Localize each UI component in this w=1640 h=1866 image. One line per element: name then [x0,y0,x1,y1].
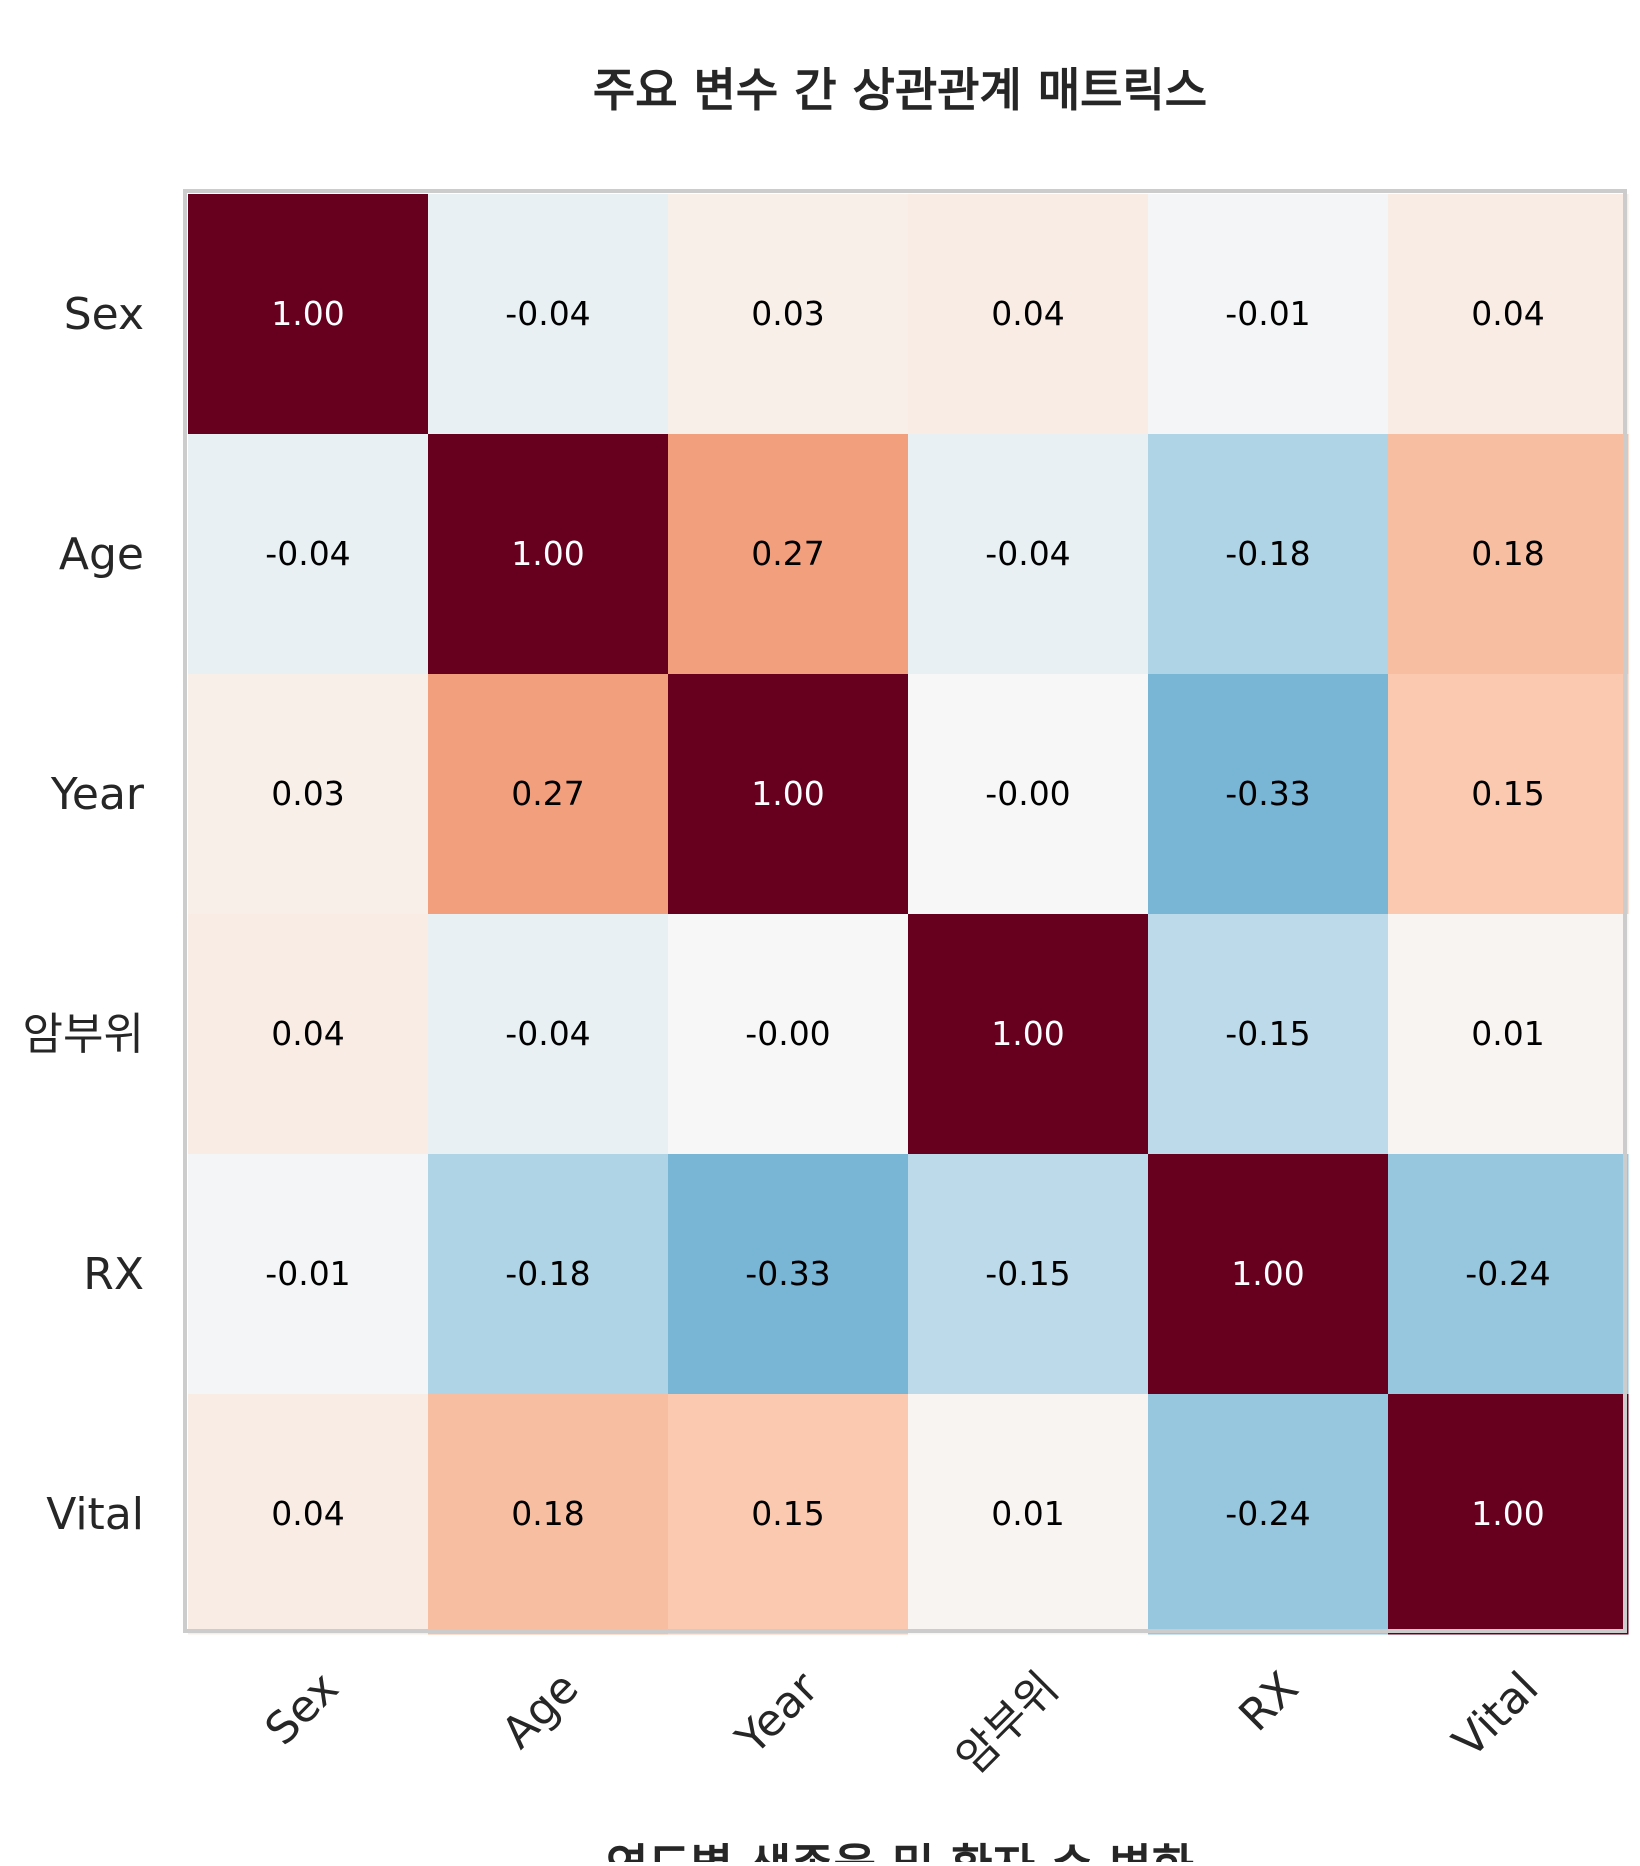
heatmap-cell-Year-Vital [1388,674,1629,915]
x-tick-label: Year [726,1662,829,1765]
cell-value-label: 0.04 [271,1494,344,1533]
cell-value-label: -0.15 [985,1254,1070,1293]
heatmap-cell-Age-암부위 [908,434,1149,675]
x-tick-label: Age [492,1662,588,1758]
heatmap-cell-RX-암부위 [908,1154,1149,1395]
x-tick-labels: Sex Age Year 암부위 RX Vital [256,1662,1549,1785]
chart-title: 주요 변수 간 상관관계 매트릭스 [593,63,1207,117]
heatmap-cell-RX-RX [1148,1154,1389,1395]
y-tick-labels: Sex Age Year 암부위 RX Vital [23,289,145,1540]
cell-value-label: -0.04 [505,1014,590,1053]
cell-value-label: -0.04 [505,294,590,333]
heatmap-cell-Year-RX [1148,674,1389,915]
x-tick-label: RX [1229,1662,1308,1741]
heatmap-cell-Sex-Year [668,194,909,435]
heatmap-cell-암부위-Sex [188,914,429,1155]
heatmap-cell-RX-Year [668,1154,909,1395]
heatmap-cell-RX-Sex [188,1154,429,1395]
heatmap-cell-Year-Sex [188,674,429,915]
heatmap-cell-Year-Year [668,674,909,915]
heatmap-cell-Vital-Sex [188,1394,429,1635]
heatmap-cell-Vital-Age [428,1394,669,1635]
cell-value-label: 0.03 [271,774,344,813]
heatmap-cell-RX-Vital [1388,1154,1629,1395]
cell-value-label: 1.00 [1471,1494,1544,1533]
cell-value-label: 0.15 [1471,774,1544,813]
heatmap-cell-Sex-Age [428,194,669,435]
cell-value-label: 0.15 [751,1494,824,1533]
cell-value-label: -0.04 [265,534,350,573]
heatmap-cell-Year-Age [428,674,669,915]
heatmap-cell-RX-Age [428,1154,669,1395]
cell-value-label: -0.18 [505,1254,590,1293]
heatmap-cell-Age-Sex [188,434,429,675]
heatmap-cells [188,194,1629,1635]
heatmap-cell-Sex-RX [1148,194,1389,435]
cell-value-label: -0.24 [1465,1254,1550,1293]
cell-value-label: -0.33 [745,1254,830,1293]
heatmap-cell-Vital-Year [668,1394,909,1635]
heatmap-cell-암부위-Year [668,914,909,1155]
heatmap-cell-Year-암부위 [908,674,1149,915]
heatmap-cell-암부위-Vital [1388,914,1629,1155]
cell-value-label: 0.18 [511,1494,584,1533]
heatmap-cell-Sex-Vital [1388,194,1629,435]
cell-value-label: 0.27 [511,774,584,813]
heatmap-cell-Vital-암부위 [908,1394,1149,1635]
cell-value-label: 0.03 [751,294,824,333]
y-tick-label: RX [83,1249,144,1300]
y-tick-label: 암부위 [23,1009,144,1060]
heatmap-cell-Vital-RX [1148,1394,1389,1635]
heatmap-cell-암부위-Age [428,914,669,1155]
cell-value-label: 0.04 [991,294,1064,333]
cell-value-label: -0.18 [1225,534,1310,573]
heatmap-cell-Vital-Vital [1388,1394,1629,1635]
cell-value-label: 0.04 [271,1014,344,1053]
cell-value-label: 0.01 [1471,1014,1544,1053]
cell-value-label: -0.00 [745,1014,830,1053]
cell-value-label: 0.18 [1471,534,1544,573]
y-tick-label: Vital [46,1489,144,1540]
heatmap-cell-labels: 1.00 -0.04 0.03 0.04 -0.01 0.04 -0.04 1.00 0.27 -… [265,294,1550,1533]
cell-value-label: -0.01 [265,1254,350,1293]
cell-value-label: -0.01 [1225,294,1310,333]
cell-value-label: -0.24 [1225,1494,1310,1533]
x-tick-label: Sex [256,1662,349,1755]
cell-value-label: 1.00 [1231,1254,1304,1293]
y-tick-label: Sex [64,289,144,340]
cell-value-label: -0.04 [985,534,1070,573]
heatmap-cell-Sex-Sex [188,194,429,435]
x-tick-label: 암부위 [946,1662,1068,1784]
cell-value-label: 0.27 [751,534,824,573]
heatmap-cell-암부위-RX [1148,914,1389,1155]
y-tick-label: Age [59,529,144,580]
y-tick-label: Year [50,769,145,820]
cell-value-label: -0.15 [1225,1014,1310,1053]
heatmap-cell-Sex-암부위 [908,194,1149,435]
heatmap-cell-Age-RX [1148,434,1389,675]
heatmap-cell-Age-Vital [1388,434,1629,675]
cell-value-label: 1.00 [991,1014,1064,1053]
cell-value-label: 0.04 [1471,294,1544,333]
cell-value-label: 1.00 [271,294,344,333]
cell-value-label: 1.00 [511,534,584,573]
cell-value-label: 1.00 [751,774,824,813]
cell-value-label: -0.33 [1225,774,1310,813]
cell-value-label: 0.01 [991,1494,1064,1533]
x-tick-label: Vital [1443,1662,1548,1767]
heatmap-cell-Age-Age [428,434,669,675]
next-chart-title-partial: 연도별 생존율 및 환자 수 변화 [606,1839,1194,1862]
cell-value-label: -0.00 [985,774,1070,813]
heatmap-cell-암부위-암부위 [908,914,1149,1155]
heatmap-cell-Age-Year [668,434,909,675]
plot-frame [183,189,1627,1633]
